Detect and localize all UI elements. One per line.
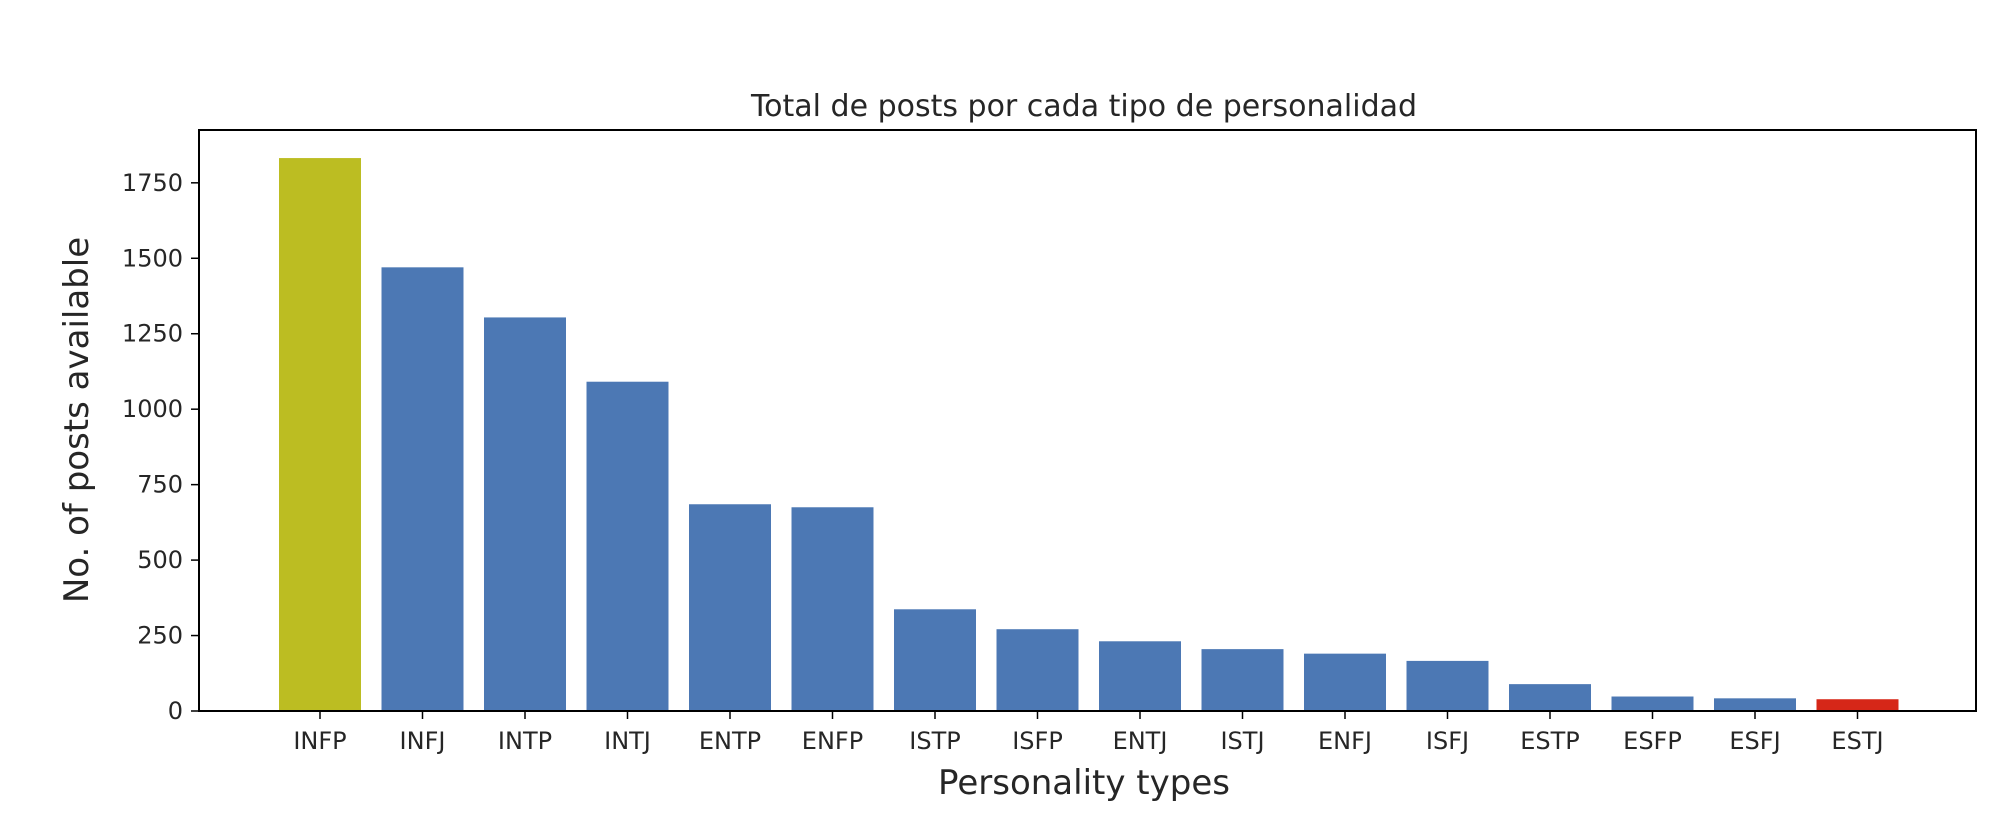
y-tick-label: 250 xyxy=(137,622,183,650)
y-tick-label: 1500 xyxy=(122,244,183,272)
bar-isfp xyxy=(996,629,1079,711)
bars-layer xyxy=(279,158,1899,711)
x-tick-label: ISTP xyxy=(909,727,960,755)
x-tick-label: INFJ xyxy=(400,727,446,755)
y-tick-label: 0 xyxy=(168,697,183,725)
plot-frame xyxy=(198,129,1977,712)
chart-title: Total de posts por cada tipo de personal… xyxy=(750,89,1417,124)
bar-istj xyxy=(1201,649,1284,711)
x-tick-label: ESTJ xyxy=(1831,727,1883,755)
y-axis: 0 250 500 750 1000 1250 1500 1750 xyxy=(122,169,199,725)
y-tick-label: 1250 xyxy=(122,320,183,348)
bar-esfp xyxy=(1611,696,1694,711)
x-tick-label: ENFJ xyxy=(1318,727,1372,755)
bar-enfp xyxy=(791,507,874,711)
bar-isfj xyxy=(1406,660,1489,711)
x-tick-label: ESFP xyxy=(1623,727,1682,755)
bar-infp xyxy=(279,158,361,711)
x-tick-label: ISTJ xyxy=(1220,727,1264,755)
bar-entp xyxy=(689,504,771,711)
x-tick-label: INFP xyxy=(293,727,346,755)
bar-istp xyxy=(894,609,976,711)
x-tick-label: ENTJ xyxy=(1113,727,1168,755)
x-tick-label: INTJ xyxy=(604,727,651,755)
x-tick-label: INTP xyxy=(498,727,552,755)
x-tick-label: ENTP xyxy=(699,727,761,755)
y-tick-label: 500 xyxy=(137,546,183,574)
x-tick-label: ENFP xyxy=(802,727,863,755)
bar-esfj xyxy=(1714,698,1796,711)
x-tick-label: ESTP xyxy=(1520,727,1580,755)
bar-estp xyxy=(1509,684,1591,711)
bar-infj xyxy=(381,267,464,711)
y-tick-label: 1000 xyxy=(122,395,183,423)
bar-estj xyxy=(1816,699,1899,711)
bar-entj xyxy=(1099,641,1181,711)
x-axis: INFP INFJ INTP INTJ ENTP ENFP ISTP ISFP ENTJ ISTJ… xyxy=(293,711,1884,755)
bar-intj xyxy=(586,381,669,711)
x-tick-label: ISFP xyxy=(1012,727,1063,755)
y-tick-label: 1750 xyxy=(122,169,183,197)
y-tick-label: 750 xyxy=(137,471,183,499)
y-axis-title: No. of posts available xyxy=(57,237,97,603)
x-axis-title: Personality types xyxy=(938,763,1230,803)
bar-intp xyxy=(484,317,566,711)
bar-enfj xyxy=(1304,653,1386,711)
x-tick-label: ESFJ xyxy=(1729,727,1780,755)
x-tick-label: ISFJ xyxy=(1426,727,1469,755)
